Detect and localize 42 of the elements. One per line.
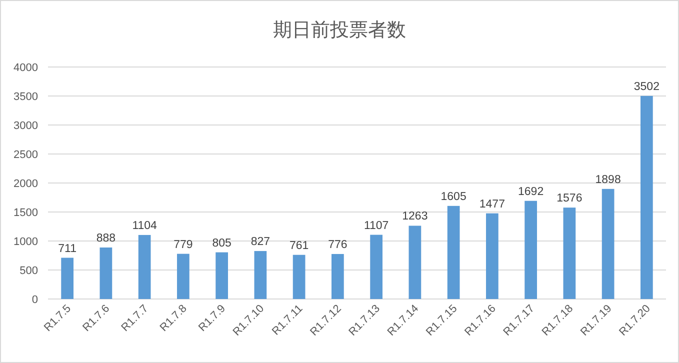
bar [216,252,228,299]
data-label: 1692 [518,186,544,198]
y-tick-label: 3000 [14,120,38,132]
bar [563,208,576,299]
data-label: 776 [328,238,348,251]
y-tick-label: 2500 [14,149,38,161]
bar [61,258,74,299]
bar [370,234,382,299]
bar [602,188,614,299]
chart-title: 期日前投票者数 [273,20,406,41]
data-label: 779 [174,238,193,251]
data-label: 1263 [402,210,428,223]
bar [332,254,344,299]
bar [640,96,653,299]
data-label: 1576 [556,192,582,205]
bar [254,251,267,299]
data-label: 888 [96,232,116,244]
data-label: 805 [212,237,232,250]
data-label: 1104 [132,220,158,232]
bar [486,213,498,299]
bar [138,234,151,299]
y-tick-label: 1000 [14,236,38,248]
data-label: 1107 [364,220,389,232]
data-label: 761 [289,240,309,252]
y-tick-label: 1500 [14,207,38,219]
y-tick-label: 500 [20,265,38,277]
y-tick-label: 4000 [14,62,38,74]
bar [292,254,306,299]
bar [447,206,460,299]
data-label: 1605 [440,190,466,203]
y-tick-label: 2000 [14,178,38,190]
bar [408,226,422,299]
data-label: 1477 [479,198,505,210]
data-label: 711 [58,242,76,255]
bar [524,200,537,299]
bar [100,247,112,299]
y-tick-label: 3500 [14,91,38,103]
data-label: 827 [250,236,270,248]
y-tick-label: 0 [32,294,38,306]
data-label: 1898 [595,174,621,186]
data-label: 3502 [634,80,660,93]
bar [177,254,190,299]
